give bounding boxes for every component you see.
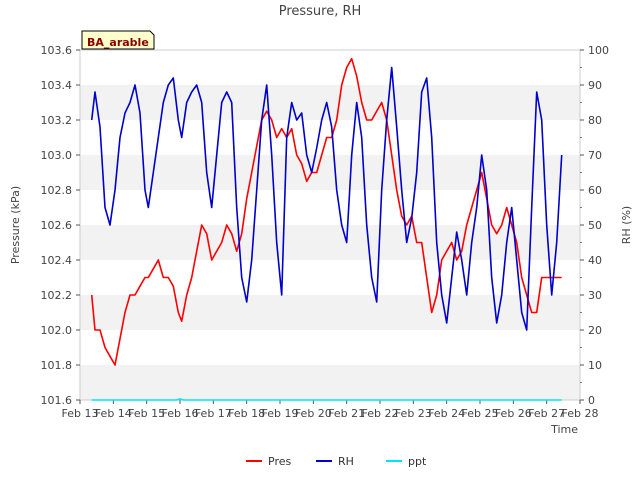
chart-title: Pressure, RH — [279, 4, 362, 19]
x-tick-label: Feb 23 — [395, 407, 432, 420]
x-tick-label: Feb 25 — [462, 407, 499, 420]
y-right-tick-label: 20 — [588, 324, 602, 337]
grid-band — [80, 330, 580, 365]
legend-label-ppt: ppt — [408, 455, 427, 468]
y-left-tick-label: 101.8 — [41, 359, 73, 372]
y-axis-right-label: RH (%) — [620, 206, 633, 244]
site-label-box: BA_arable — [81, 30, 155, 50]
y-right-tick-label: 100 — [588, 44, 609, 57]
x-tick-label: Feb 24 — [428, 407, 465, 420]
y-right-tick-label: 70 — [588, 149, 602, 162]
grid-band — [80, 365, 580, 400]
y-left-tick-label: 102.0 — [41, 324, 73, 337]
y-right-tick-label: 90 — [588, 79, 602, 92]
x-tick-label: Feb 14 — [95, 407, 132, 420]
y-right-tick-label: 10 — [588, 359, 602, 372]
grid-band — [80, 155, 580, 190]
y-left-tick-label: 103.4 — [41, 79, 73, 92]
grid-band — [80, 190, 580, 225]
x-tick-label: Feb 15 — [128, 407, 165, 420]
series-lines — [90, 57, 563, 401]
legend: Pres RH ppt — [246, 455, 427, 468]
series-line-pres — [90, 57, 562, 366]
grid-band — [80, 225, 580, 260]
grid-bands — [80, 50, 580, 400]
series-line-ppt — [91, 398, 562, 401]
site-label: BA_arable — [87, 36, 149, 49]
y-left-tick-label: 103.0 — [41, 149, 73, 162]
x-tick-label: Feb 17 — [195, 407, 232, 420]
x-tick-label: Feb 20 — [295, 407, 332, 420]
grid-band — [80, 50, 580, 85]
y-left-tick-label: 102.8 — [41, 184, 73, 197]
y-right-tick-label: 80 — [588, 114, 602, 127]
y-right-tick-label: 40 — [588, 254, 602, 267]
y-right-tick-label: 30 — [588, 289, 602, 302]
grid-band — [80, 295, 580, 330]
y-right-tick-label: 50 — [588, 219, 602, 232]
y-left-tick-label: 102.2 — [41, 289, 73, 302]
y-left-tick-label: 103.2 — [41, 114, 73, 127]
x-tick-label: Feb 21 — [328, 407, 365, 420]
legend-label-pres: Pres — [268, 455, 291, 468]
x-tick-label: Feb 22 — [362, 407, 399, 420]
y-left-tick-label: 101.6 — [41, 394, 73, 407]
x-tick-label: Feb 28 — [562, 407, 599, 420]
axes: 101.6 101.8 102.0 102.2 102.4 102.6 102.8 103.0… — [41, 44, 610, 420]
y-right-tick-label: 60 — [588, 184, 602, 197]
x-tick-label: Feb 18 — [228, 407, 265, 420]
x-axis-label: Time — [550, 423, 578, 436]
x-tick-label: Feb 27 — [528, 407, 565, 420]
x-tick-label: Feb 13 — [62, 407, 99, 420]
legend-label-rh: RH — [338, 455, 354, 468]
x-tick-label: Feb 19 — [262, 407, 299, 420]
x-tick-label: Feb 16 — [162, 407, 199, 420]
y-left-tick-label: 103.6 — [41, 44, 73, 57]
y-left-tick-label: 102.4 — [41, 254, 73, 267]
y-axis-left-label: Pressure (kPa) — [9, 186, 22, 264]
y-left-tick-label: 102.6 — [41, 219, 73, 232]
series-line-rh — [90, 66, 563, 331]
x-tick-label: Feb 26 — [495, 407, 532, 420]
y-right-tick-label: 0 — [588, 394, 595, 407]
